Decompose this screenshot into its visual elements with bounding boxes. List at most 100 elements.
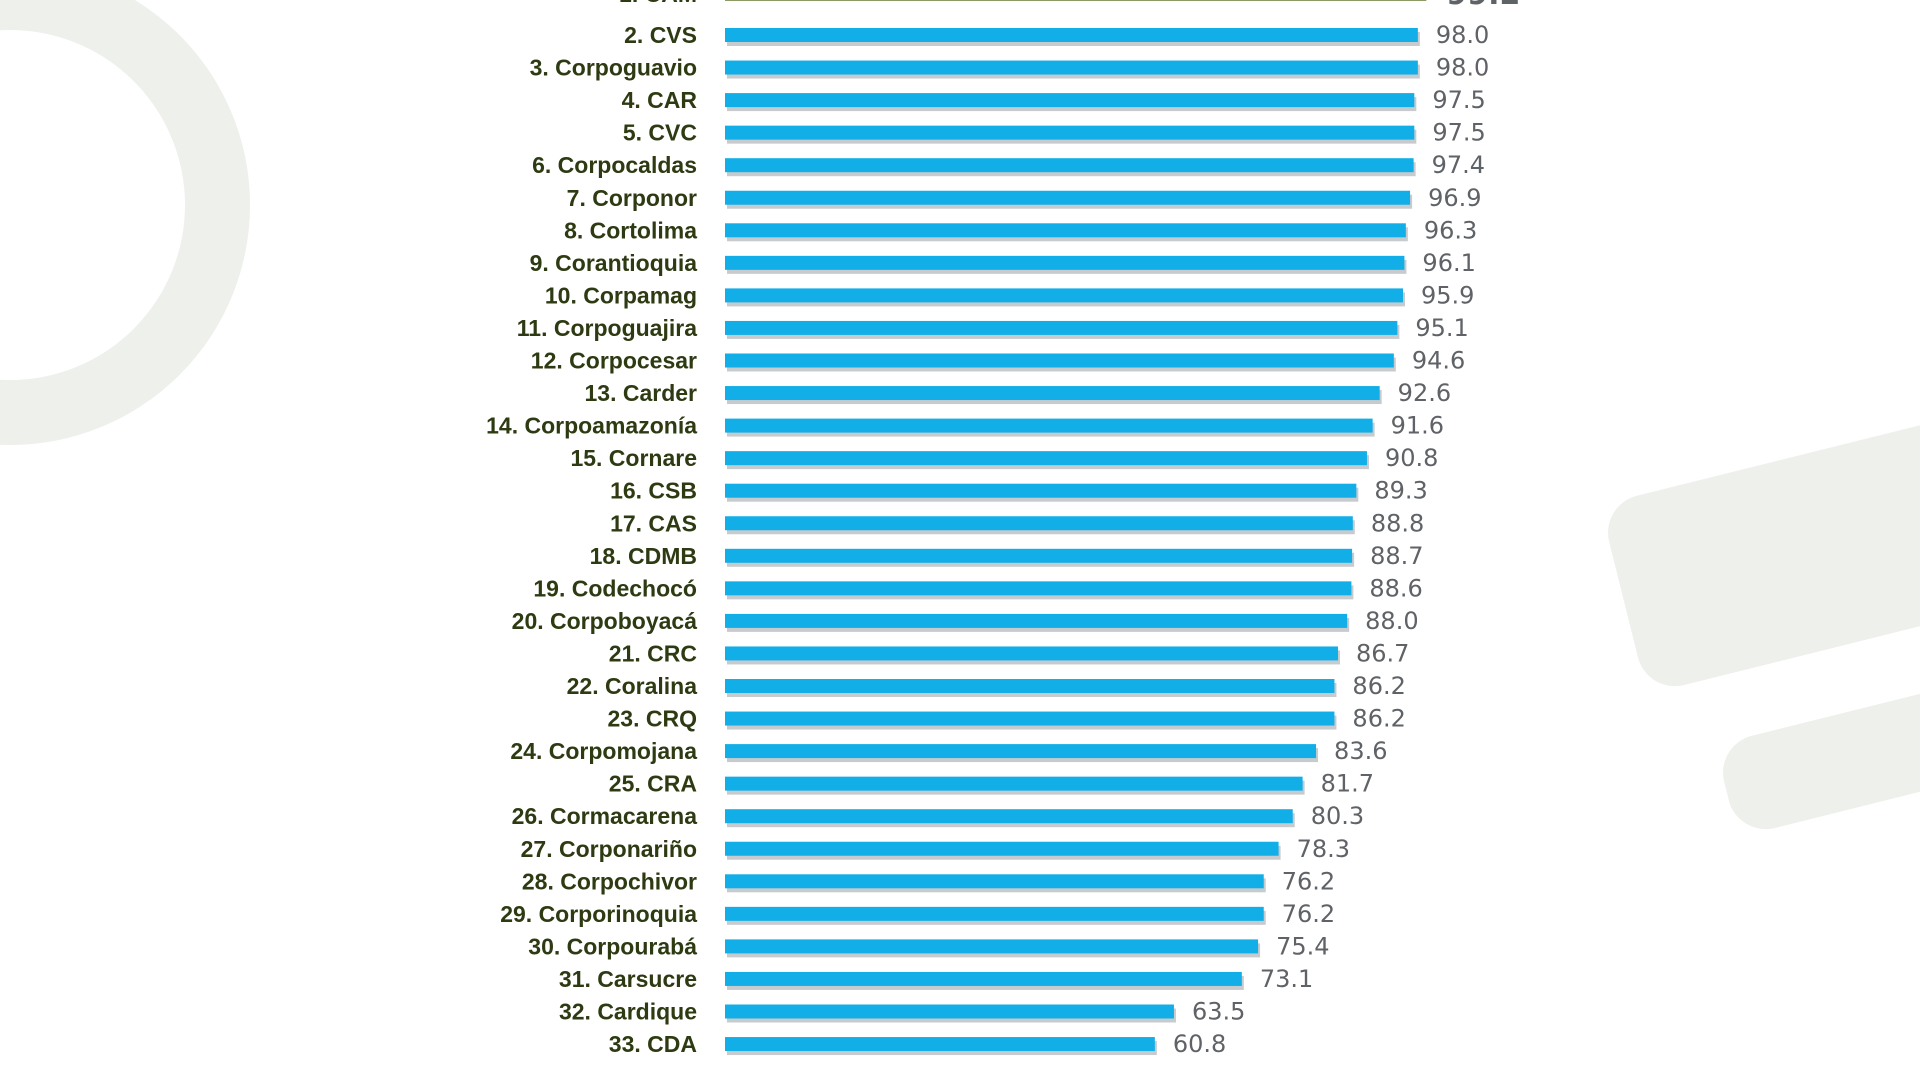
bar-row: 6. Corpocaldas 97.4	[532, 151, 1485, 179]
category-label: 14. Corpoamazonía	[486, 413, 697, 439]
bar	[725, 320, 1398, 335]
bar	[725, 288, 1404, 303]
bar-row: 23. CRQ 86.2	[608, 705, 1406, 733]
bar	[725, 906, 1264, 921]
category-label: 16. CSB	[610, 478, 697, 504]
bar-row: 30. Corpourabá 75.4	[528, 932, 1329, 960]
bar	[725, 93, 1415, 108]
category-label: 9. Corantioquia	[530, 250, 698, 276]
partial-top-row: 1. CAM 99.2	[619, 0, 1520, 12]
category-label: 17. CAS	[610, 510, 697, 536]
bar-row: 17. CAS 88.8	[610, 509, 1424, 537]
bar	[725, 60, 1418, 75]
bar-row: 20. Corpoboyacá 88.0	[512, 607, 1419, 635]
bar	[725, 255, 1405, 270]
bar	[725, 679, 1335, 693]
bar-row: 32. Cardique 63.5	[559, 998, 1245, 1026]
category-label: 3. Corpoguavio	[530, 55, 697, 81]
category-label: 32. Cardique	[559, 999, 697, 1025]
category-label: 33. CDA	[609, 1031, 697, 1057]
category-label: 31. Carsucre	[559, 966, 697, 992]
bar-row: 15. Cornare 90.8	[570, 444, 1438, 472]
value-label: 75.4	[1276, 932, 1329, 960]
category-label: 19. Codechocó	[533, 575, 697, 601]
value-label: 89.3	[1374, 477, 1427, 505]
value-label: 83.6	[1334, 737, 1387, 765]
bar	[725, 28, 1418, 42]
bar-row: 24. Corpomojana 83.6	[510, 737, 1387, 765]
category-label: 18. CDMB	[590, 543, 697, 569]
bar-row: 19. Codechocó 88.6	[533, 574, 1422, 602]
category-label: 8. Cortolima	[564, 217, 697, 243]
value-label: 88.0	[1365, 607, 1418, 635]
bar-row: 28. Corpochivor 76.2	[522, 867, 1335, 895]
bar	[725, 841, 1279, 856]
bar-row: 25. CRA 81.7	[609, 770, 1374, 798]
category-label-cam: 1. CAM	[619, 0, 697, 7]
value-label: 81.7	[1321, 770, 1374, 798]
bar-row: 8. Cortolima 96.3	[564, 216, 1477, 244]
category-label: 6. Corpocaldas	[532, 152, 697, 178]
bar-row: 14. Corpoamazonía 91.6	[486, 412, 1444, 440]
bar-row: 7. Corponor 96.9	[567, 184, 1482, 212]
value-label: 96.1	[1422, 249, 1475, 277]
category-label: 30. Corpourabá	[528, 933, 697, 959]
value-label: 98.0	[1436, 21, 1489, 49]
bar	[725, 613, 1348, 628]
value-label: 88.6	[1369, 574, 1422, 602]
value-label: 95.1	[1415, 314, 1468, 342]
bar	[725, 711, 1335, 726]
bar-row: 27. Corponariño 78.3	[521, 835, 1350, 863]
bar-row: 16. CSB 89.3	[610, 477, 1428, 505]
bar	[725, 548, 1353, 563]
bar	[725, 353, 1394, 368]
bar	[725, 386, 1380, 401]
category-label: 25. CRA	[609, 771, 697, 797]
bar	[725, 744, 1317, 759]
bar-row: 5. CVC 97.5	[623, 119, 1486, 147]
bar	[725, 646, 1338, 661]
bar-rows: 2. CVS 98.03. Corpoguavio 98.04. CAR 97.55.…	[486, 21, 1489, 1058]
value-label: 88.7	[1370, 542, 1423, 570]
bar	[725, 516, 1353, 531]
category-label: 22. Coralina	[567, 673, 698, 699]
bar-row: 21. CRC 86.7	[609, 639, 1410, 667]
bar	[725, 776, 1303, 791]
bar-row: 26. Cormacarena 80.3	[512, 802, 1365, 830]
bar	[725, 418, 1373, 433]
value-label: 90.8	[1385, 444, 1438, 472]
value-label: 76.2	[1282, 867, 1335, 895]
value-label: 88.8	[1371, 509, 1424, 537]
value-label: 95.9	[1421, 281, 1474, 309]
category-label: 24. Corpomojana	[510, 738, 697, 764]
value-label: 73.1	[1260, 965, 1313, 993]
bar	[725, 939, 1259, 954]
category-label: 27. Corponariño	[521, 836, 697, 862]
value-label: 86.7	[1356, 639, 1409, 667]
value-label: 86.2	[1352, 672, 1405, 700]
category-label: 12. Corpocesar	[531, 348, 697, 374]
bar-row: 31. Carsucre 73.1	[559, 965, 1313, 993]
bar-row: 3. Corpoguavio 98.0	[530, 54, 1490, 82]
bar-row: 22. Coralina 86.2	[567, 672, 1406, 700]
bar	[725, 874, 1264, 889]
category-label: 7. Corponor	[567, 185, 697, 211]
category-label: 15. Cornare	[570, 445, 697, 471]
value-label: 63.5	[1192, 998, 1245, 1026]
value-label: 96.9	[1428, 184, 1481, 212]
value-label-cam: 99.2	[1446, 0, 1520, 12]
value-label: 60.8	[1173, 1030, 1226, 1058]
bar	[725, 1004, 1174, 1019]
bar	[725, 1037, 1155, 1052]
bar	[725, 190, 1411, 205]
bar	[725, 158, 1414, 173]
bar-row: 13. Carder 92.6	[584, 379, 1451, 407]
value-label: 97.5	[1432, 86, 1485, 114]
bar	[725, 971, 1242, 986]
bar-row: 2. CVS 98.0	[624, 21, 1489, 49]
value-label: 96.3	[1424, 216, 1477, 244]
value-label: 80.3	[1311, 802, 1364, 830]
bar-row: 29. Corporinoquia 76.2	[500, 900, 1335, 928]
value-label: 92.6	[1398, 379, 1451, 407]
